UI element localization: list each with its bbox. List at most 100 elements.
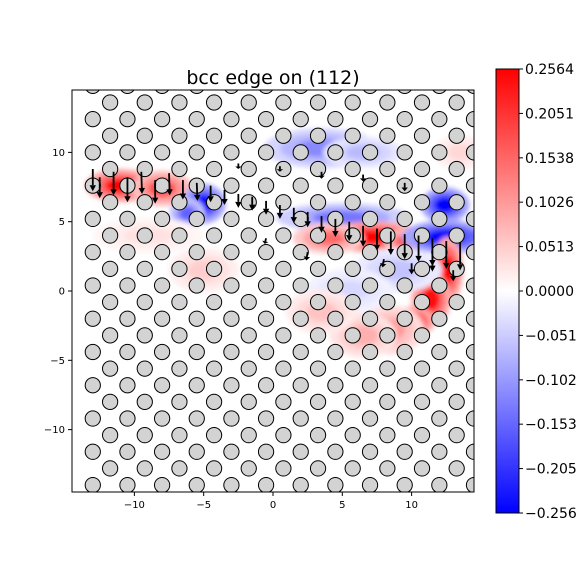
atom-89 [379, 360, 396, 377]
atom-102 [431, 343, 448, 361]
atom-262 [396, 110, 413, 128]
atom-123 [361, 310, 379, 327]
atom-176 [205, 227, 223, 244]
atom-55 [396, 410, 413, 427]
atom-22 [448, 460, 465, 477]
displacement-arrow-17 [318, 216, 325, 233]
atom-67 [413, 393, 431, 411]
atom-140 [153, 277, 171, 294]
atom-226 [344, 160, 361, 178]
atom-118 [188, 310, 205, 327]
atom-263 [431, 110, 448, 128]
atom-194 [431, 210, 448, 228]
atom-44 [413, 427, 431, 444]
atom-211 [223, 177, 240, 194]
atom-46 [84, 410, 101, 427]
displacement-arrow-36 [450, 270, 457, 282]
atom-152 [171, 260, 188, 277]
atom-82 [136, 360, 153, 377]
atom-91 [448, 360, 465, 377]
atom-9 [396, 476, 413, 492]
atom-279 [189, 90, 204, 94]
atom-252 [448, 127, 465, 144]
atom-117 [153, 310, 171, 327]
atom-120 [257, 310, 275, 327]
atom-99 [327, 343, 344, 361]
atom-222 [205, 160, 223, 178]
displacement-arrow-31 [359, 174, 367, 182]
atom-177 [240, 227, 257, 244]
displacement-arrow-34 [408, 263, 415, 275]
atom-0 [84, 476, 101, 492]
displacement-arrow-2 [110, 171, 117, 196]
atom-246 [240, 127, 257, 144]
atom-233 [188, 144, 205, 161]
displacement-arrow-38 [262, 238, 269, 244]
atom-173 [101, 227, 119, 244]
atom-282 [293, 90, 308, 94]
atom-154 [240, 260, 257, 277]
atom-231 [119, 144, 136, 161]
atom-32 [396, 443, 413, 460]
atom-5 [257, 476, 275, 492]
colorbar-tick-label-6: −0.0513 [525, 328, 576, 344]
atom-16 [240, 460, 257, 477]
atom-130 [205, 293, 223, 311]
atom-175 [171, 227, 188, 244]
atom-265 [101, 94, 119, 111]
atom-95 [188, 343, 205, 361]
atom-187 [188, 210, 205, 228]
atom-137 [448, 293, 465, 311]
atom-88 [344, 360, 361, 377]
atom-162 [119, 244, 136, 261]
displacement-arrows [89, 163, 464, 282]
atom-133 [309, 293, 327, 311]
y-tick-label-4: 10 [52, 148, 65, 159]
atom-181 [379, 227, 396, 244]
atom-245 [205, 127, 223, 144]
atom-274 [413, 94, 431, 111]
atom-224 [275, 160, 292, 178]
colorbar-tick-label-1: 0.2051 [525, 106, 574, 122]
atom-36 [136, 427, 153, 444]
displacement-arrow-37 [303, 252, 311, 261]
atom-153 [205, 260, 223, 277]
atom-62 [240, 393, 257, 411]
atom-234 [223, 144, 240, 161]
displacement-arrow-11 [235, 193, 242, 208]
atom-254 [119, 110, 136, 128]
atom-41 [309, 427, 327, 444]
atom-213 [292, 177, 309, 194]
colorbar-tick-label-4: 0.0513 [525, 240, 574, 256]
atom-124 [396, 310, 413, 327]
displacement-arrow-18 [332, 218, 339, 237]
atom-273 [379, 94, 396, 111]
atom-125 [431, 310, 448, 327]
atom-20 [379, 460, 396, 477]
atom-183 [448, 227, 465, 244]
displacement-arrow-23 [401, 234, 408, 260]
atom-53 [327, 410, 344, 427]
atom-205 [413, 194, 431, 211]
chart-title: bcc edge on (112) [186, 67, 359, 89]
atom-87 [309, 360, 327, 377]
atom-13 [136, 460, 153, 477]
atom-70 [119, 377, 136, 394]
x-tick-label-0: −10 [124, 500, 145, 511]
atom-112 [379, 327, 396, 344]
atom-225 [309, 160, 327, 178]
atom-15 [205, 460, 223, 477]
atom-25 [153, 443, 171, 460]
atom-69 [84, 377, 101, 394]
atom-127 [101, 293, 119, 311]
displacement-arrow-19 [346, 221, 353, 242]
atom-83 [171, 360, 188, 377]
atom-94 [153, 343, 171, 361]
atom-196 [101, 194, 119, 211]
displacement-arrow-28 [235, 163, 242, 170]
atom-21 [413, 460, 431, 477]
x-tick-label-4: 10 [405, 500, 418, 511]
atom-47 [119, 410, 136, 427]
atom-235 [257, 144, 275, 161]
